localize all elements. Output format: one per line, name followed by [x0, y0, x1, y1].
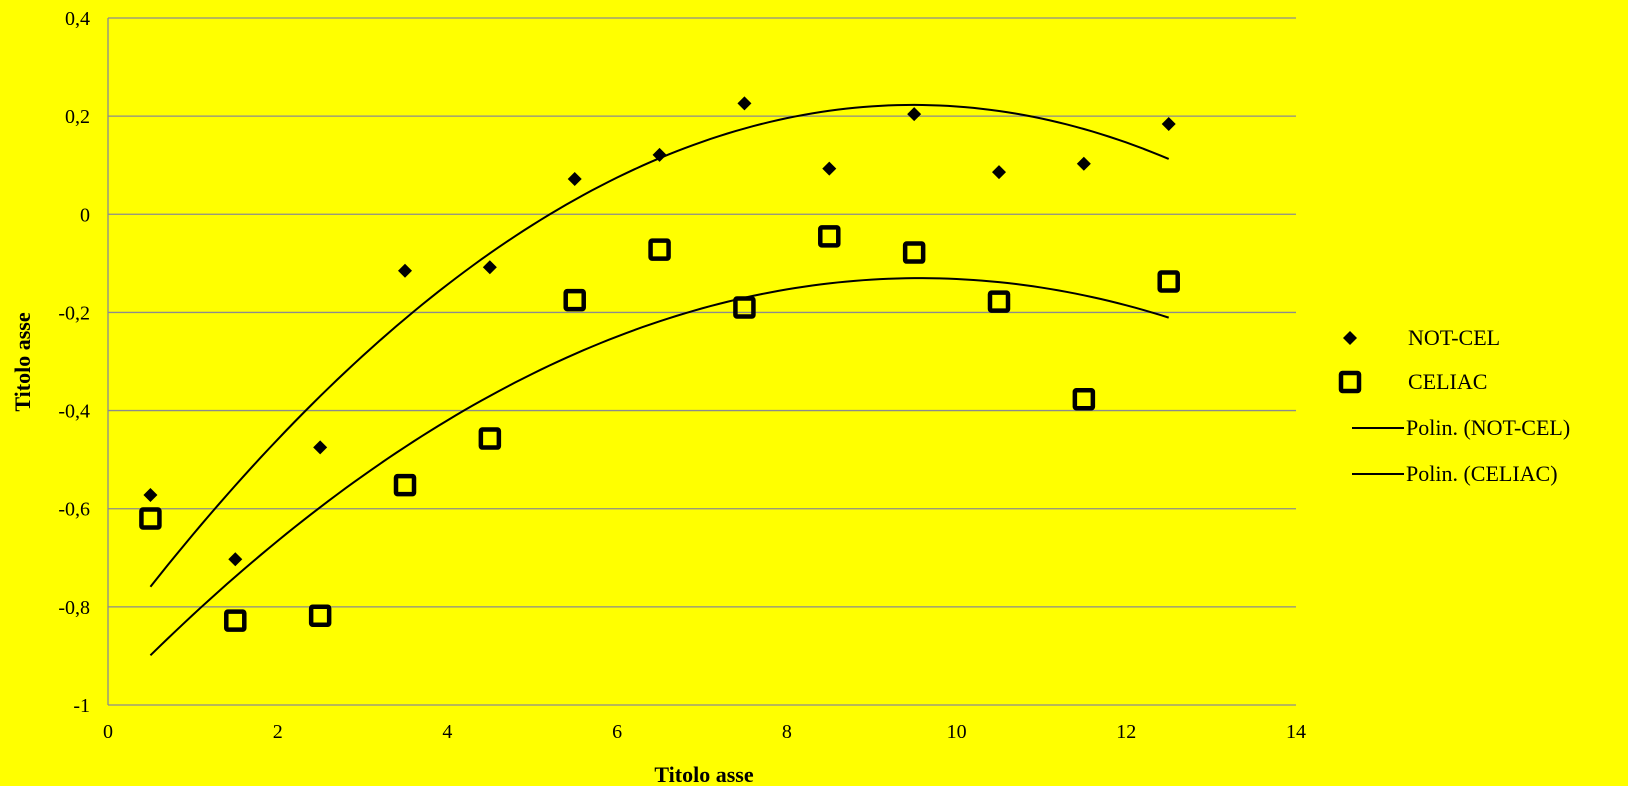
- x-tick-label: 12: [1116, 721, 1136, 743]
- axes: [107, 18, 1296, 706]
- data-point: [393, 473, 417, 497]
- data-point: [737, 96, 752, 111]
- data-point: [822, 161, 837, 176]
- y-tick-label: -1: [73, 695, 90, 717]
- legend-marker: [1338, 370, 1362, 394]
- x-tick-label: 0: [103, 721, 113, 743]
- data-point: [907, 107, 922, 122]
- gridlines: [108, 17, 1296, 608]
- data-point: [818, 225, 841, 248]
- data-point: [1161, 116, 1176, 131]
- legend-label: Polin. (NOT-CEL): [1406, 415, 1570, 440]
- data-point: [228, 552, 243, 567]
- data-point: [567, 171, 582, 186]
- x-tick-labels: 0 2 4 6 8 10 12 14: [103, 721, 1306, 743]
- y-tick-label: -0,6: [58, 499, 90, 521]
- data-point: [1076, 156, 1091, 171]
- data-point: [224, 609, 247, 632]
- y-tick-label: 0,2: [65, 106, 90, 128]
- legend-marker: [1343, 331, 1357, 345]
- y-tick-labels: -1 -0,8 -0,6 -0,4 -0,2 0 0,2 0,4: [58, 8, 90, 717]
- x-tick-label: 8: [782, 721, 792, 743]
- data-point: [652, 147, 667, 162]
- x-tick-label: 10: [947, 721, 967, 743]
- data-point: [563, 288, 586, 312]
- x-axis-title: Titolo asse: [654, 762, 753, 786]
- data-point: [648, 238, 671, 261]
- data-point: [1072, 388, 1096, 411]
- data-markers: [139, 96, 1180, 632]
- legend-label: NOT-CEL: [1408, 325, 1500, 350]
- x-tick-label: 4: [442, 721, 452, 743]
- x-tick-label: 6: [612, 721, 622, 743]
- data-point: [308, 604, 332, 627]
- data-point: [733, 296, 756, 319]
- data-point: [1157, 270, 1180, 293]
- x-tick-label: 14: [1286, 721, 1306, 743]
- legend: NOT-CEL CELIAC Polin. (NOT-CEL) Polin. (CEL…: [1338, 325, 1570, 486]
- data-point: [139, 507, 162, 530]
- data-point: [478, 427, 502, 450]
- y-tick-label: -0,2: [58, 302, 90, 324]
- legend-label: Polin. (CELIAC): [1406, 461, 1558, 486]
- x-tick-label: 2: [273, 721, 283, 743]
- y-axis-title: Titolo asse: [10, 312, 35, 411]
- y-tick-label: -0,8: [58, 597, 90, 619]
- data-point: [992, 165, 1006, 180]
- data-point: [313, 440, 328, 455]
- data-point: [398, 263, 412, 278]
- trendline: [149, 277, 1170, 657]
- legend-label: CELIAC: [1408, 369, 1487, 394]
- data-point: [482, 260, 497, 275]
- y-tick-label: 0,4: [65, 8, 90, 30]
- y-tick-label: 0: [80, 204, 90, 226]
- data-point: [902, 241, 926, 264]
- data-point: [987, 290, 1011, 313]
- trendline: [149, 103, 1170, 588]
- trendlines: [149, 103, 1170, 657]
- data-point: [143, 487, 158, 502]
- y-tick-label: -0,4: [58, 401, 90, 423]
